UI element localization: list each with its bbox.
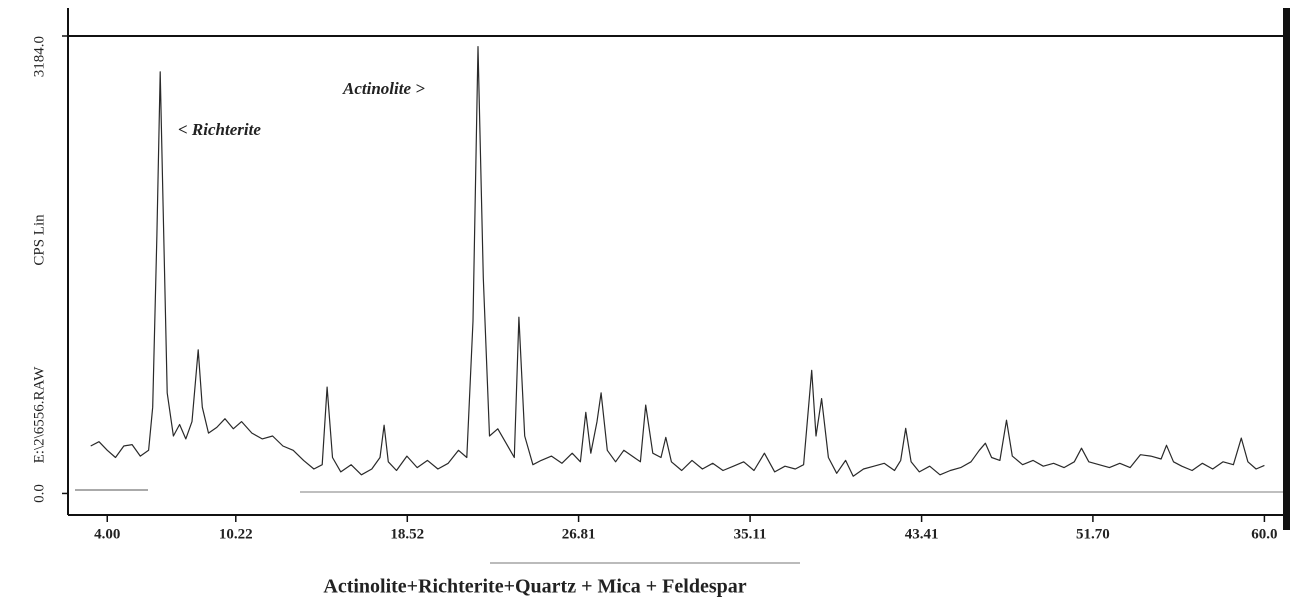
file-label: E:\2\6556.RAW <box>31 366 47 464</box>
y-tick-label: 3184.0 <box>31 36 47 77</box>
x-tick-label: 4.00 <box>94 526 120 542</box>
annotation: < Richterite <box>178 120 261 139</box>
right-frame <box>1283 8 1290 530</box>
annotation: Actinolite > <box>342 79 425 98</box>
x-tick-label: 43.41 <box>905 526 939 542</box>
y-axis-label: CPS Lin <box>31 214 47 266</box>
x-tick-label: 10.22 <box>219 526 253 542</box>
x-tick-label: 18.52 <box>390 526 424 542</box>
diffraction-line <box>90 46 1265 477</box>
x-tick-label: 26.81 <box>562 526 596 542</box>
x-tick-label: 60.0 <box>1251 526 1277 542</box>
caption: Actinolite+Richterite+Quartz + Mica + Fe… <box>323 576 746 598</box>
x-tick-label: 35.11 <box>734 526 767 542</box>
y-tick-label: 0.0 <box>31 484 47 503</box>
x-tick-label: 51.70 <box>1076 526 1110 542</box>
